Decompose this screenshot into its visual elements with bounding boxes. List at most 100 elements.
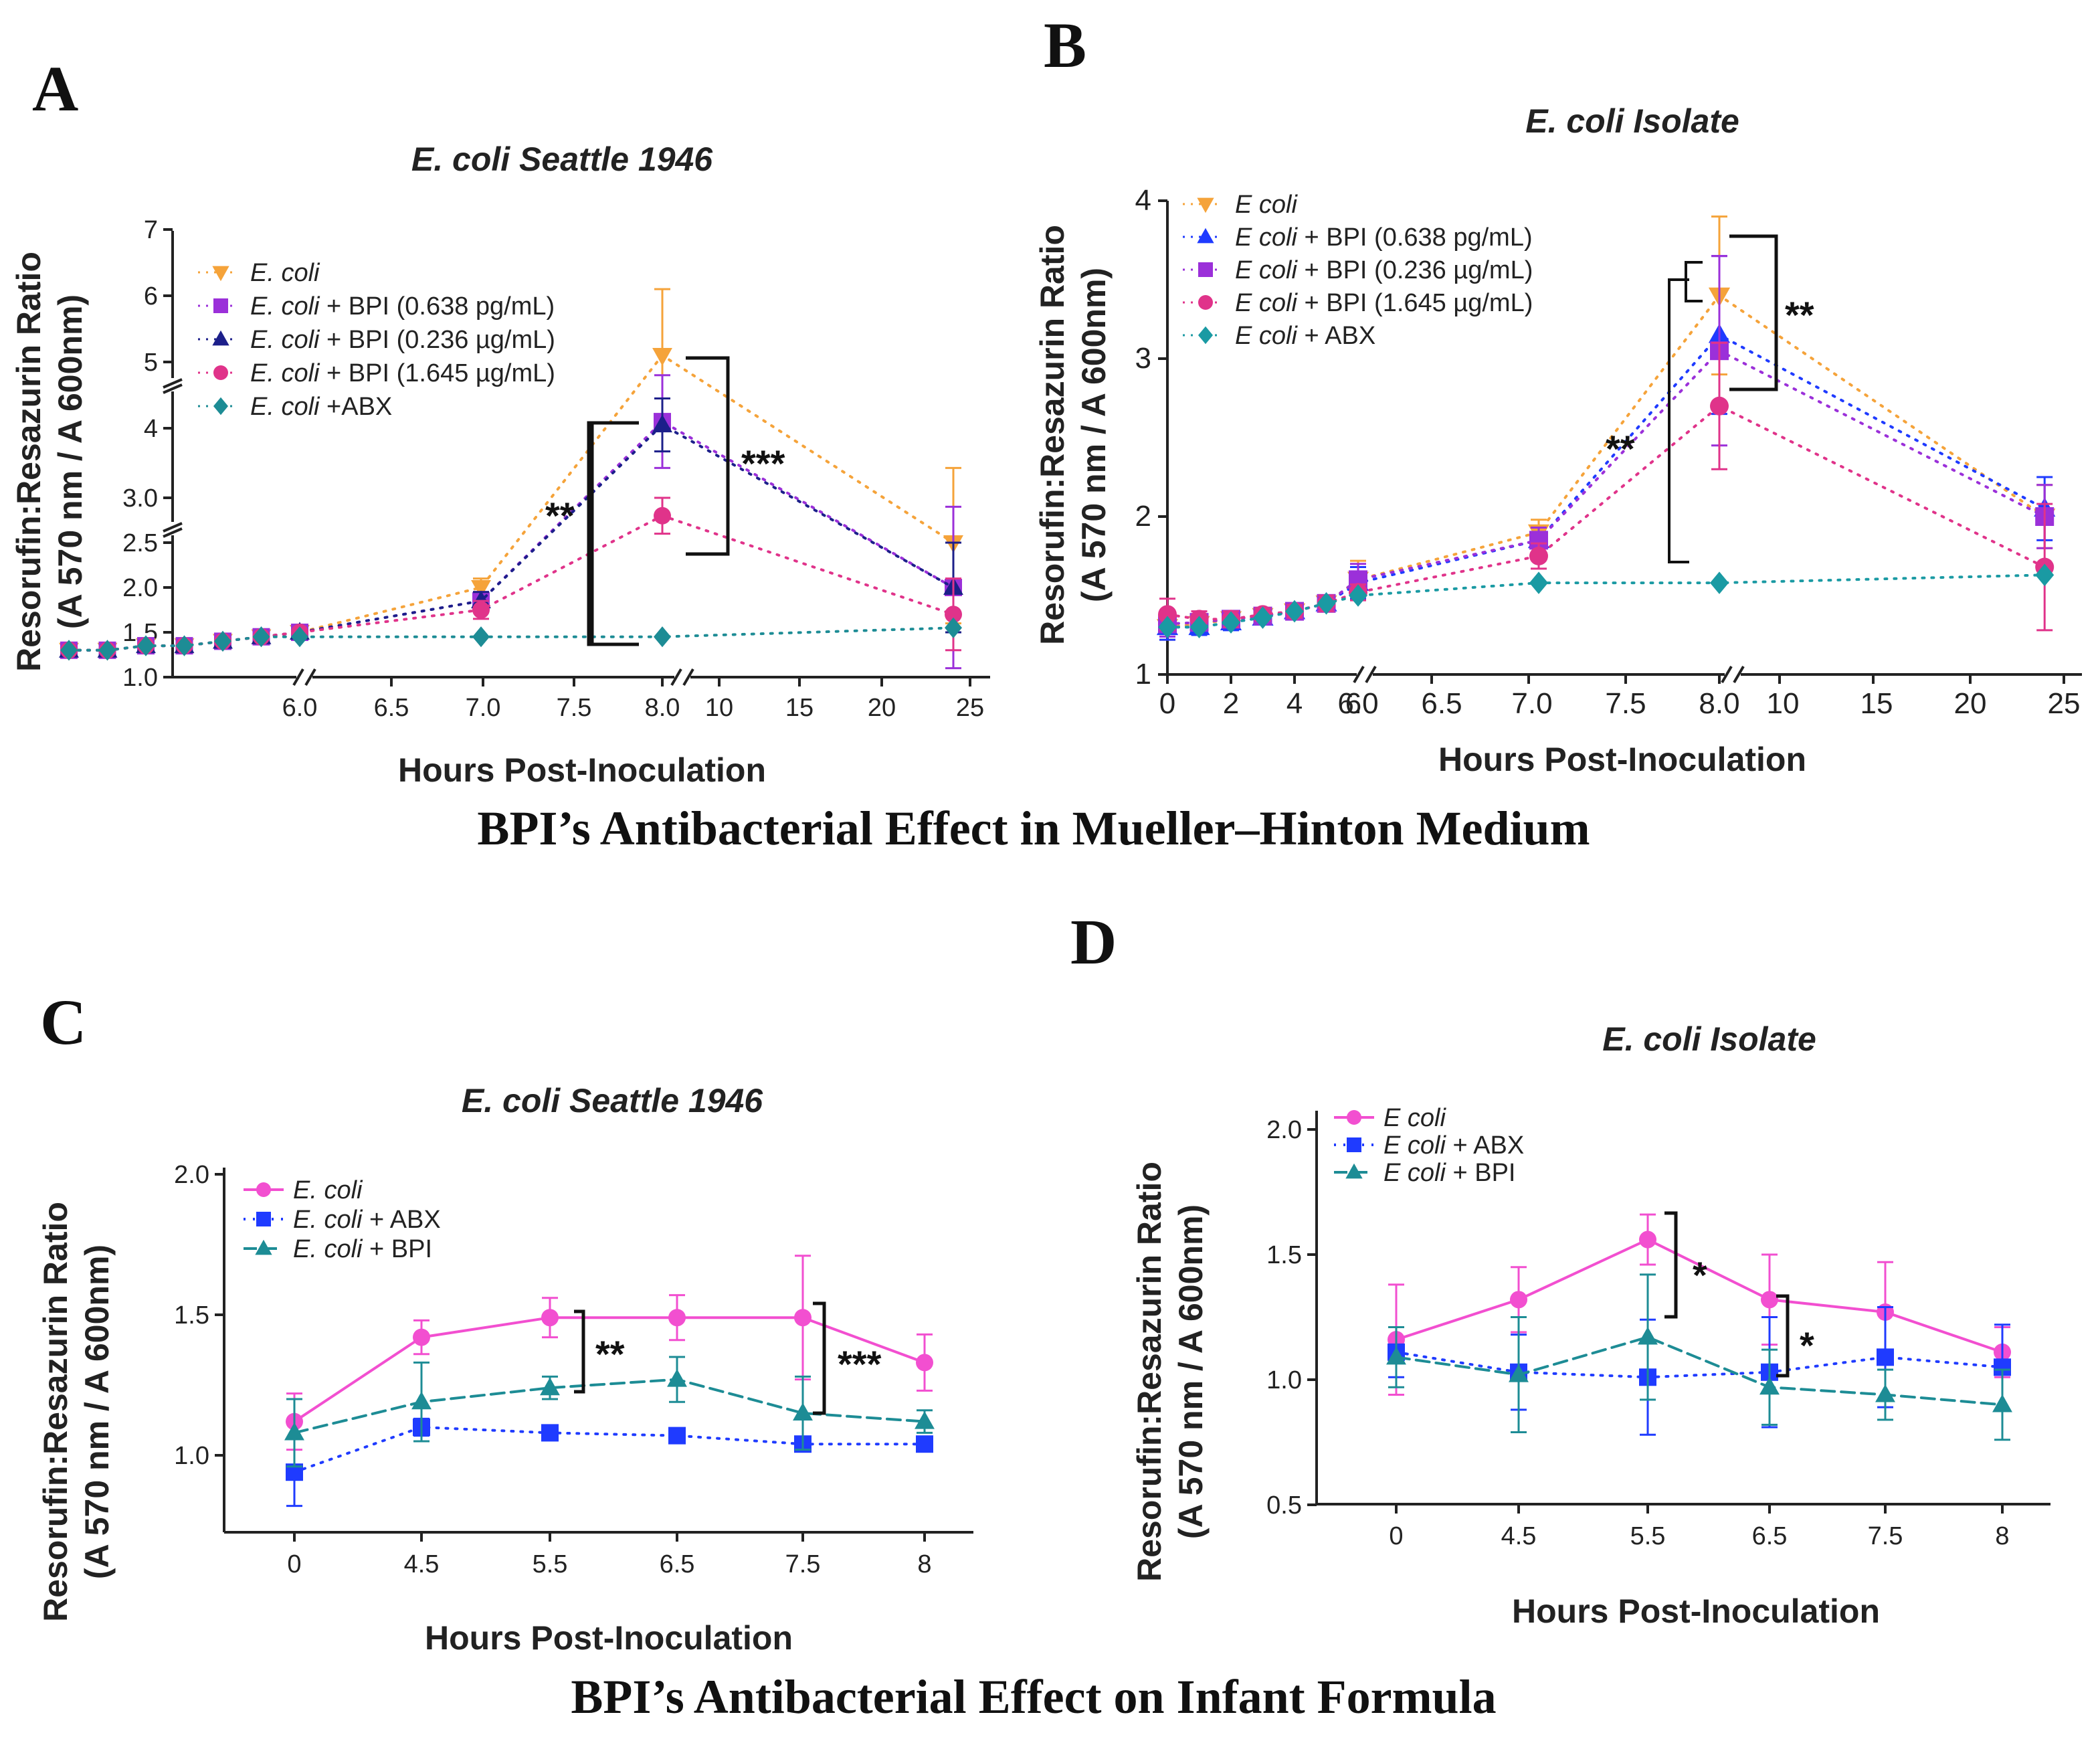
series	[1158, 341, 2055, 632]
data-point	[541, 1309, 559, 1327]
y-tick-label: 0.5	[1266, 1491, 1302, 1520]
x-tick-label: 8	[1995, 1522, 2009, 1550]
series-line	[293, 1425, 926, 1474]
x-tick-label: 4.5	[404, 1550, 440, 1578]
data-point	[654, 507, 671, 525]
axis-break-mark	[682, 668, 694, 687]
data-point	[652, 414, 672, 433]
data-point	[1877, 1348, 1894, 1366]
data-point	[1510, 1291, 1527, 1309]
legend-entry: E coli	[1235, 191, 1298, 219]
panel-a-xlabel: Hours Post-Inoculation	[398, 751, 766, 789]
series	[1386, 1273, 2012, 1441]
significance-bracket	[686, 356, 730, 556]
x-tick-label: 0	[287, 1550, 301, 1578]
x-tick-label: 2	[1223, 687, 1239, 720]
data-point	[1253, 606, 1272, 629]
series-line	[293, 1378, 926, 1435]
data-point	[2035, 563, 2055, 587]
x-tick-label: 6.0	[282, 694, 318, 722]
data-point	[413, 1328, 430, 1346]
x-tick-label: 7.0	[1511, 687, 1552, 720]
data-point	[1349, 584, 1367, 607]
legend-marker	[212, 330, 229, 346]
legend-entry: E coli + BPI (0.236 µg/mL)	[1235, 256, 1533, 284]
y-tick-label: 1.0	[174, 1442, 209, 1470]
axis-break-mark	[163, 383, 183, 394]
data-point	[1189, 616, 1209, 638]
panel-b-xlabel: Hours Post-Inoculation	[1438, 741, 1806, 778]
data-point	[793, 1402, 813, 1421]
panel-d-title: E. coli Isolate	[1602, 1020, 1816, 1058]
data-point	[284, 1422, 304, 1441]
y-tick-label: 4	[144, 415, 158, 443]
x-tick-label: 6.0	[1337, 687, 1378, 720]
x-tick-label: 25	[2048, 687, 2081, 720]
data-point	[472, 601, 490, 619]
data-point	[1761, 1291, 1778, 1309]
panel-d-xlabel: Hours Post-Inoculation	[1512, 1592, 1880, 1630]
x-tick-label: 6	[1345, 687, 1361, 720]
panel-a: A E. coli Seattle 1946 Resorufin:Resazur…	[10, 53, 990, 789]
data-point	[471, 579, 491, 598]
legend-entry: E. coli + BPI (0.236 µg/mL)	[250, 326, 555, 354]
y-tick-label: 2	[1135, 500, 1151, 533]
x-tick-label: 7.5	[1605, 687, 1646, 720]
x-tick-label: 6.5	[660, 1550, 695, 1578]
legend-marker	[1198, 295, 1213, 310]
significance-bracket	[1685, 261, 1703, 302]
x-tick-label: 6.5	[1421, 687, 1462, 720]
significance-label: ***	[838, 1343, 882, 1385]
significance-label: *	[1693, 1254, 1707, 1296]
data-point	[915, 1411, 935, 1429]
legend-entry: E coli + ABX	[1383, 1131, 1524, 1160]
axis-break-mark	[163, 378, 183, 389]
series	[284, 1356, 935, 1468]
panel-b-title: E. coli Isolate	[1525, 102, 1739, 140]
x-tick-label: 7.0	[466, 694, 501, 722]
data-point	[541, 1424, 559, 1442]
significance-label: *	[1800, 1324, 1814, 1366]
legend-entry: E. coli + ABX	[293, 1206, 441, 1234]
data-point	[214, 630, 231, 652]
significance-label: ***	[741, 442, 785, 484]
data-point	[1638, 1326, 1658, 1345]
significance-label: **	[1785, 294, 1814, 336]
legend-marker	[213, 397, 228, 416]
data-point	[1875, 1384, 1895, 1402]
data-point	[291, 626, 308, 648]
significance-bracket	[1776, 1294, 1790, 1378]
data-point	[945, 617, 962, 638]
x-tick-label: 15	[785, 694, 814, 722]
x-tick-label: 10	[1767, 687, 1800, 720]
legend-entry: E coli + BPI (1.645 µg/mL)	[1235, 289, 1533, 317]
data-point	[411, 1391, 432, 1410]
data-point	[1222, 611, 1240, 634]
data-point	[1317, 592, 1336, 615]
data-point	[1710, 396, 1729, 416]
significance-label: **	[545, 494, 575, 537]
x-tick-label: 7.5	[1868, 1522, 1903, 1550]
data-point	[1710, 571, 1729, 594]
x-tick-label: 0	[1389, 1522, 1403, 1550]
x-tick-label: 4	[1286, 687, 1303, 720]
data-point	[794, 1309, 812, 1327]
data-point	[1158, 616, 1177, 638]
data-point	[667, 1369, 687, 1387]
axis-break-mark	[1733, 665, 1745, 684]
panel-label-d: D	[1070, 906, 1117, 978]
legend-marker	[1197, 227, 1214, 244]
data-point	[1529, 571, 1548, 594]
legend-entry: E. coli +ABX	[250, 393, 392, 421]
legend-marker	[213, 298, 228, 313]
series-line	[1395, 1336, 2004, 1406]
x-tick-label: 6.5	[374, 694, 409, 722]
series	[60, 617, 962, 661]
legend-entry: E. coli + BPI	[293, 1235, 432, 1263]
panel-b-ylabel-1: Resorufin:Resazurin Ratio	[1034, 225, 1071, 645]
x-tick-label: 8.0	[1699, 687, 1739, 720]
legend-marker	[1197, 197, 1214, 213]
axis-break-mark	[1353, 665, 1365, 684]
